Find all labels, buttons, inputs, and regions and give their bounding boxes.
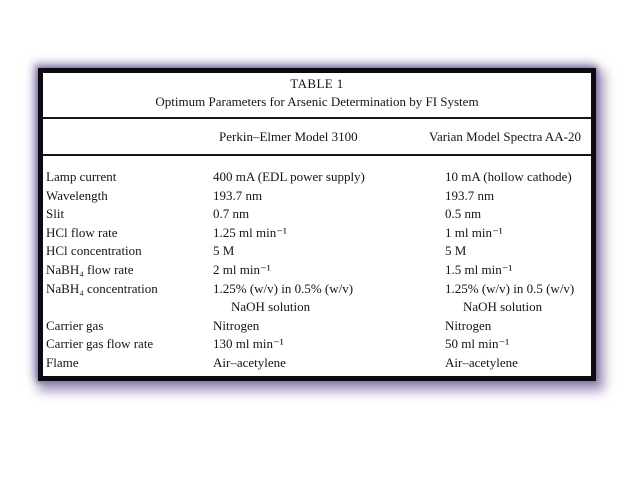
varian-value: 10 mA (hollow cathode)	[445, 169, 572, 184]
table-row: NaBH₄ concentration 1.25% (w/v) in 0.5% …	[43, 280, 591, 299]
table-row: Slit 0.7 nm 0.5 nm	[43, 205, 591, 224]
varian-value: NaOH solution	[463, 299, 543, 315]
table-row-continuation: NaOH solution NaOH solution	[43, 298, 591, 317]
horizontal-rule	[43, 154, 591, 156]
perkin-elmer-value: 400 mA (EDL power supply)	[213, 169, 365, 184]
perkin-elmer-value: 130 ml min⁻¹	[213, 336, 284, 352]
varian-value: 1.25% (w/v) in 0.5 (w/v)	[445, 280, 575, 296]
varian-value: 1.5 ml min⁻¹	[445, 261, 513, 277]
varian-value: 0.5 nm	[445, 206, 482, 222]
varian-value: Nitrogen	[445, 317, 492, 333]
table-subtitle: Optimum Parameters for Arsenic Determina…	[155, 94, 479, 109]
varian-value: 50 ml min⁻¹	[445, 336, 510, 352]
perkin-elmer-value: 5 M	[213, 243, 235, 259]
column-header-perkin-elmer: Perkin–Elmer Model 3100	[219, 129, 358, 144]
varian-value: 1 ml min⁻¹	[445, 224, 503, 240]
table-title: TABLE 1	[290, 76, 344, 91]
varian-value: 5 M	[445, 243, 467, 259]
row-label: NaBH₄ concentration	[46, 280, 158, 296]
varian-value: 193.7 nm	[445, 187, 495, 203]
table-row: Carrier gas Nitrogen Nitrogen	[43, 317, 591, 336]
row-label: HCl concentration	[46, 243, 142, 259]
row-label: Slit	[46, 206, 65, 222]
perkin-elmer-value: 1.25% (w/v) in 0.5% (w/v)	[213, 280, 354, 296]
perkin-elmer-value: Air–acetylene	[213, 354, 286, 370]
row-label: NaBH₄ flow rate	[46, 261, 134, 277]
perkin-elmer-value: 0.7 nm	[213, 206, 250, 222]
table-row: Carrier gas flow rate 130 ml min⁻¹ 50 ml…	[43, 335, 591, 354]
row-label: Lamp current	[46, 169, 117, 184]
table-row: NaBH₄ flow rate 2 ml min⁻¹ 1.5 ml min⁻¹	[43, 261, 591, 280]
table-body: Lamp current 400 mA (EDL power supply) 1…	[43, 168, 591, 373]
row-label: HCl flow rate	[46, 224, 118, 240]
row-label: Carrier gas	[46, 317, 104, 333]
table-row: HCl flow rate 1.25 ml min⁻¹ 1 ml min⁻¹	[43, 224, 591, 243]
perkin-elmer-value: 2 ml min⁻¹	[213, 261, 271, 277]
table-row: Wavelength 193.7 nm 193.7 nm	[43, 187, 591, 206]
table-row: Lamp current 400 mA (EDL power supply) 1…	[43, 168, 591, 187]
row-label: Flame	[46, 354, 79, 370]
perkin-elmer-value: 1.25 ml min⁻¹	[213, 224, 287, 240]
perkin-elmer-value: NaOH solution	[231, 299, 311, 315]
row-label: Carrier gas flow rate	[46, 336, 154, 352]
paper-table-figure: TABLE 1 Optimum Parameters for Arsenic D…	[38, 68, 596, 381]
perkin-elmer-value: 193.7 nm	[213, 187, 263, 203]
table-row: Flame Air–acetylene Air–acetylene	[43, 354, 591, 373]
perkin-elmer-value: Nitrogen	[213, 317, 260, 333]
table-row: HCl concentration 5 M 5 M	[43, 242, 591, 261]
horizontal-rule	[43, 117, 591, 119]
varian-value: Air–acetylene	[445, 354, 518, 370]
column-header-varian: Varian Model Spectra AA-20	[429, 129, 581, 144]
row-label: Wavelength	[46, 187, 108, 203]
